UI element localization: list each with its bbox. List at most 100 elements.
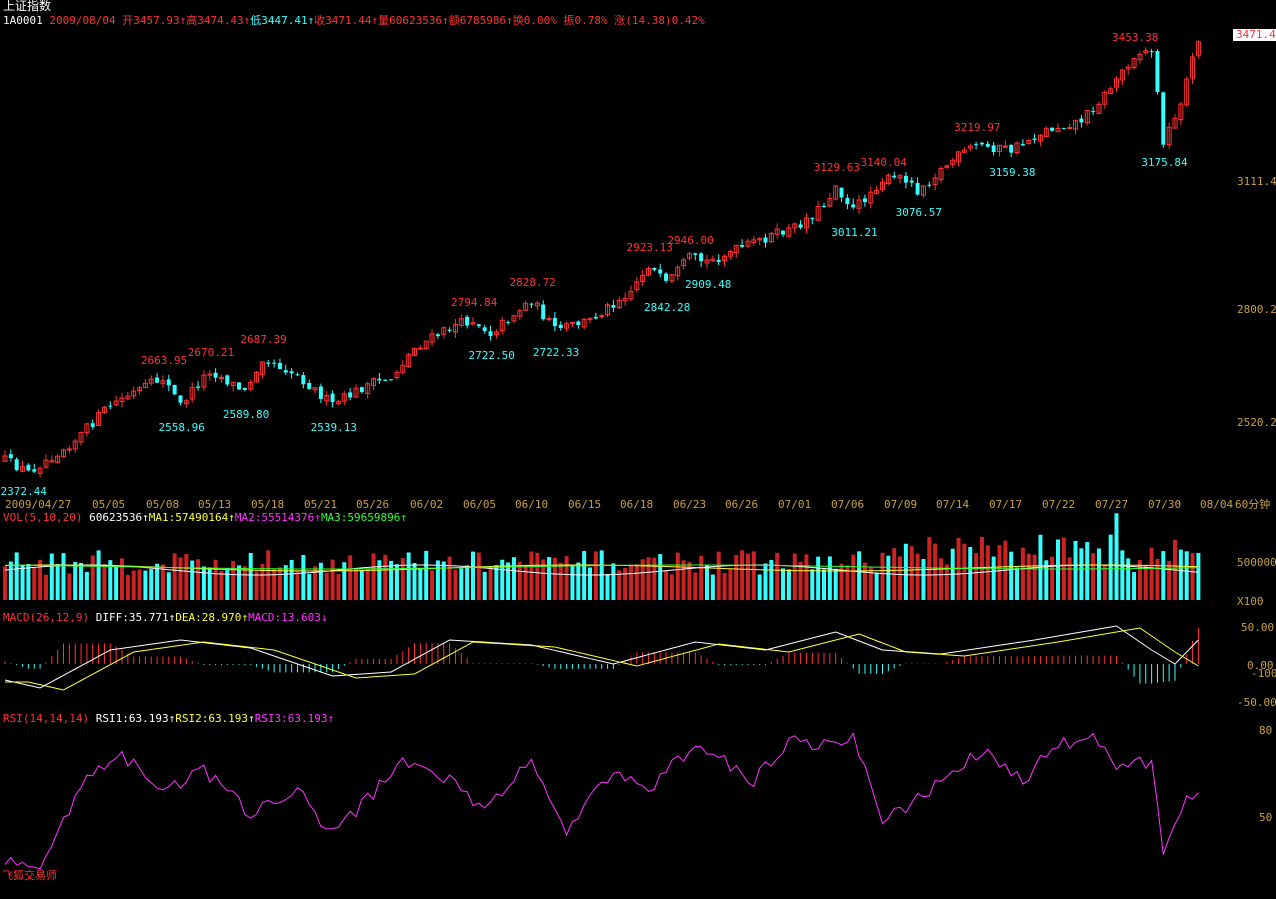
volume-bar (1161, 551, 1166, 600)
candle-up (1026, 140, 1032, 144)
candle-up (406, 354, 412, 368)
candle-down (476, 324, 481, 327)
candle-up (751, 239, 757, 243)
volume-bar (523, 564, 528, 600)
candle-up (335, 401, 341, 404)
volume-bar (921, 558, 926, 600)
candle-down (1009, 144, 1014, 153)
candle-down (155, 377, 160, 383)
candle-down (166, 379, 171, 386)
macd-tick-neg50: -50.00 (1237, 696, 1276, 709)
date-tick: 06/02 (410, 498, 444, 511)
volume-bar (757, 574, 762, 600)
volume-bar (804, 554, 809, 600)
candle-up (511, 315, 517, 322)
volume-bar (55, 564, 60, 600)
candle-down (318, 386, 323, 399)
candle-up (956, 151, 962, 163)
candle-up (452, 324, 458, 333)
volume-bar (991, 556, 996, 600)
volume-bar (822, 569, 826, 600)
volume-bar (277, 567, 282, 600)
candle-down (307, 382, 312, 389)
quote-date: 2009/08/04 (49, 14, 116, 27)
candle-down (693, 253, 698, 255)
volume-bar (1079, 548, 1084, 600)
volume-bar (430, 570, 435, 600)
volume-bar (365, 569, 370, 600)
candle-up (371, 378, 377, 387)
volume-bar (675, 552, 680, 600)
low-value: 3447.41 (261, 14, 308, 27)
volume-bar (541, 559, 546, 600)
volume-bar (628, 564, 633, 600)
date-tick: 05/26 (356, 498, 390, 511)
volume-bar (389, 560, 394, 600)
candle-up (534, 302, 540, 307)
rsi-header: RSI(14,14,14) RSI1:63.193↑RSI2:63.193↑RS… (3, 712, 335, 725)
volume-bar (517, 561, 522, 600)
volume-bar (43, 574, 48, 600)
volume-bar (283, 565, 288, 600)
peak-high-label: 3129.63 (814, 161, 860, 174)
open-value: 3457.93 (133, 14, 180, 27)
candle-up (1043, 127, 1049, 137)
volume-bar (84, 571, 89, 600)
vol-title[interactable]: VOL(5,10,20) (3, 511, 83, 524)
volume-bar (1091, 553, 1096, 600)
volume-bar (342, 562, 347, 600)
candle-up (1055, 127, 1061, 133)
volume-bar (868, 566, 873, 600)
volume-bar (745, 553, 750, 600)
candle-down (196, 386, 201, 388)
volume-bar (582, 551, 587, 600)
candle-up (634, 281, 640, 291)
candle-down (909, 180, 914, 183)
candle-up (37, 467, 43, 474)
volume-bar (833, 568, 838, 600)
candle-up (1125, 66, 1131, 70)
date-tick: 07/30 (1148, 498, 1182, 511)
candle-up (230, 381, 236, 386)
candle-down (435, 334, 440, 337)
macd-tick-50: 50.00 (1241, 621, 1275, 634)
candle-up (1178, 103, 1184, 121)
peak-high-label: 2923.13 (627, 241, 673, 254)
candle-up (803, 217, 809, 229)
volume-bar (962, 543, 967, 600)
candle-up (55, 455, 61, 463)
volume-bar (1073, 540, 1078, 600)
candle-up (616, 299, 622, 309)
period-label[interactable]: 60分钟 (1235, 498, 1271, 511)
peak-low-label: 2722.50 (469, 349, 515, 362)
volume-bar (769, 560, 774, 600)
candle-down (359, 387, 364, 393)
volume-bar (623, 567, 628, 600)
candle-up (833, 185, 839, 200)
candle-up (1143, 50, 1149, 53)
volume-bar (125, 574, 130, 600)
volume-bar (102, 563, 107, 600)
candle-up (523, 302, 529, 311)
vol-tick: 500000 (1237, 556, 1276, 569)
amp-value: 0.78% (574, 14, 608, 27)
rsi-title[interactable]: RSI(14,14,14) (3, 712, 90, 725)
volume-bar (49, 553, 54, 600)
candle-down (763, 237, 768, 243)
macd-title[interactable]: MACD(26,12,9) (3, 611, 90, 624)
candle-up (564, 323, 570, 329)
volume-bar (32, 568, 37, 600)
volume-bar (506, 562, 511, 600)
candle-down (781, 230, 786, 235)
volume-bar (1044, 560, 1049, 600)
candle-down (301, 375, 306, 385)
candle-up (669, 274, 675, 282)
candle-up (874, 189, 880, 195)
volume-bar (307, 574, 312, 600)
candle-down (903, 175, 908, 183)
candle-down (488, 331, 493, 337)
candle-up (84, 423, 90, 434)
candle-up (1073, 119, 1079, 130)
volume-bar (242, 566, 247, 600)
